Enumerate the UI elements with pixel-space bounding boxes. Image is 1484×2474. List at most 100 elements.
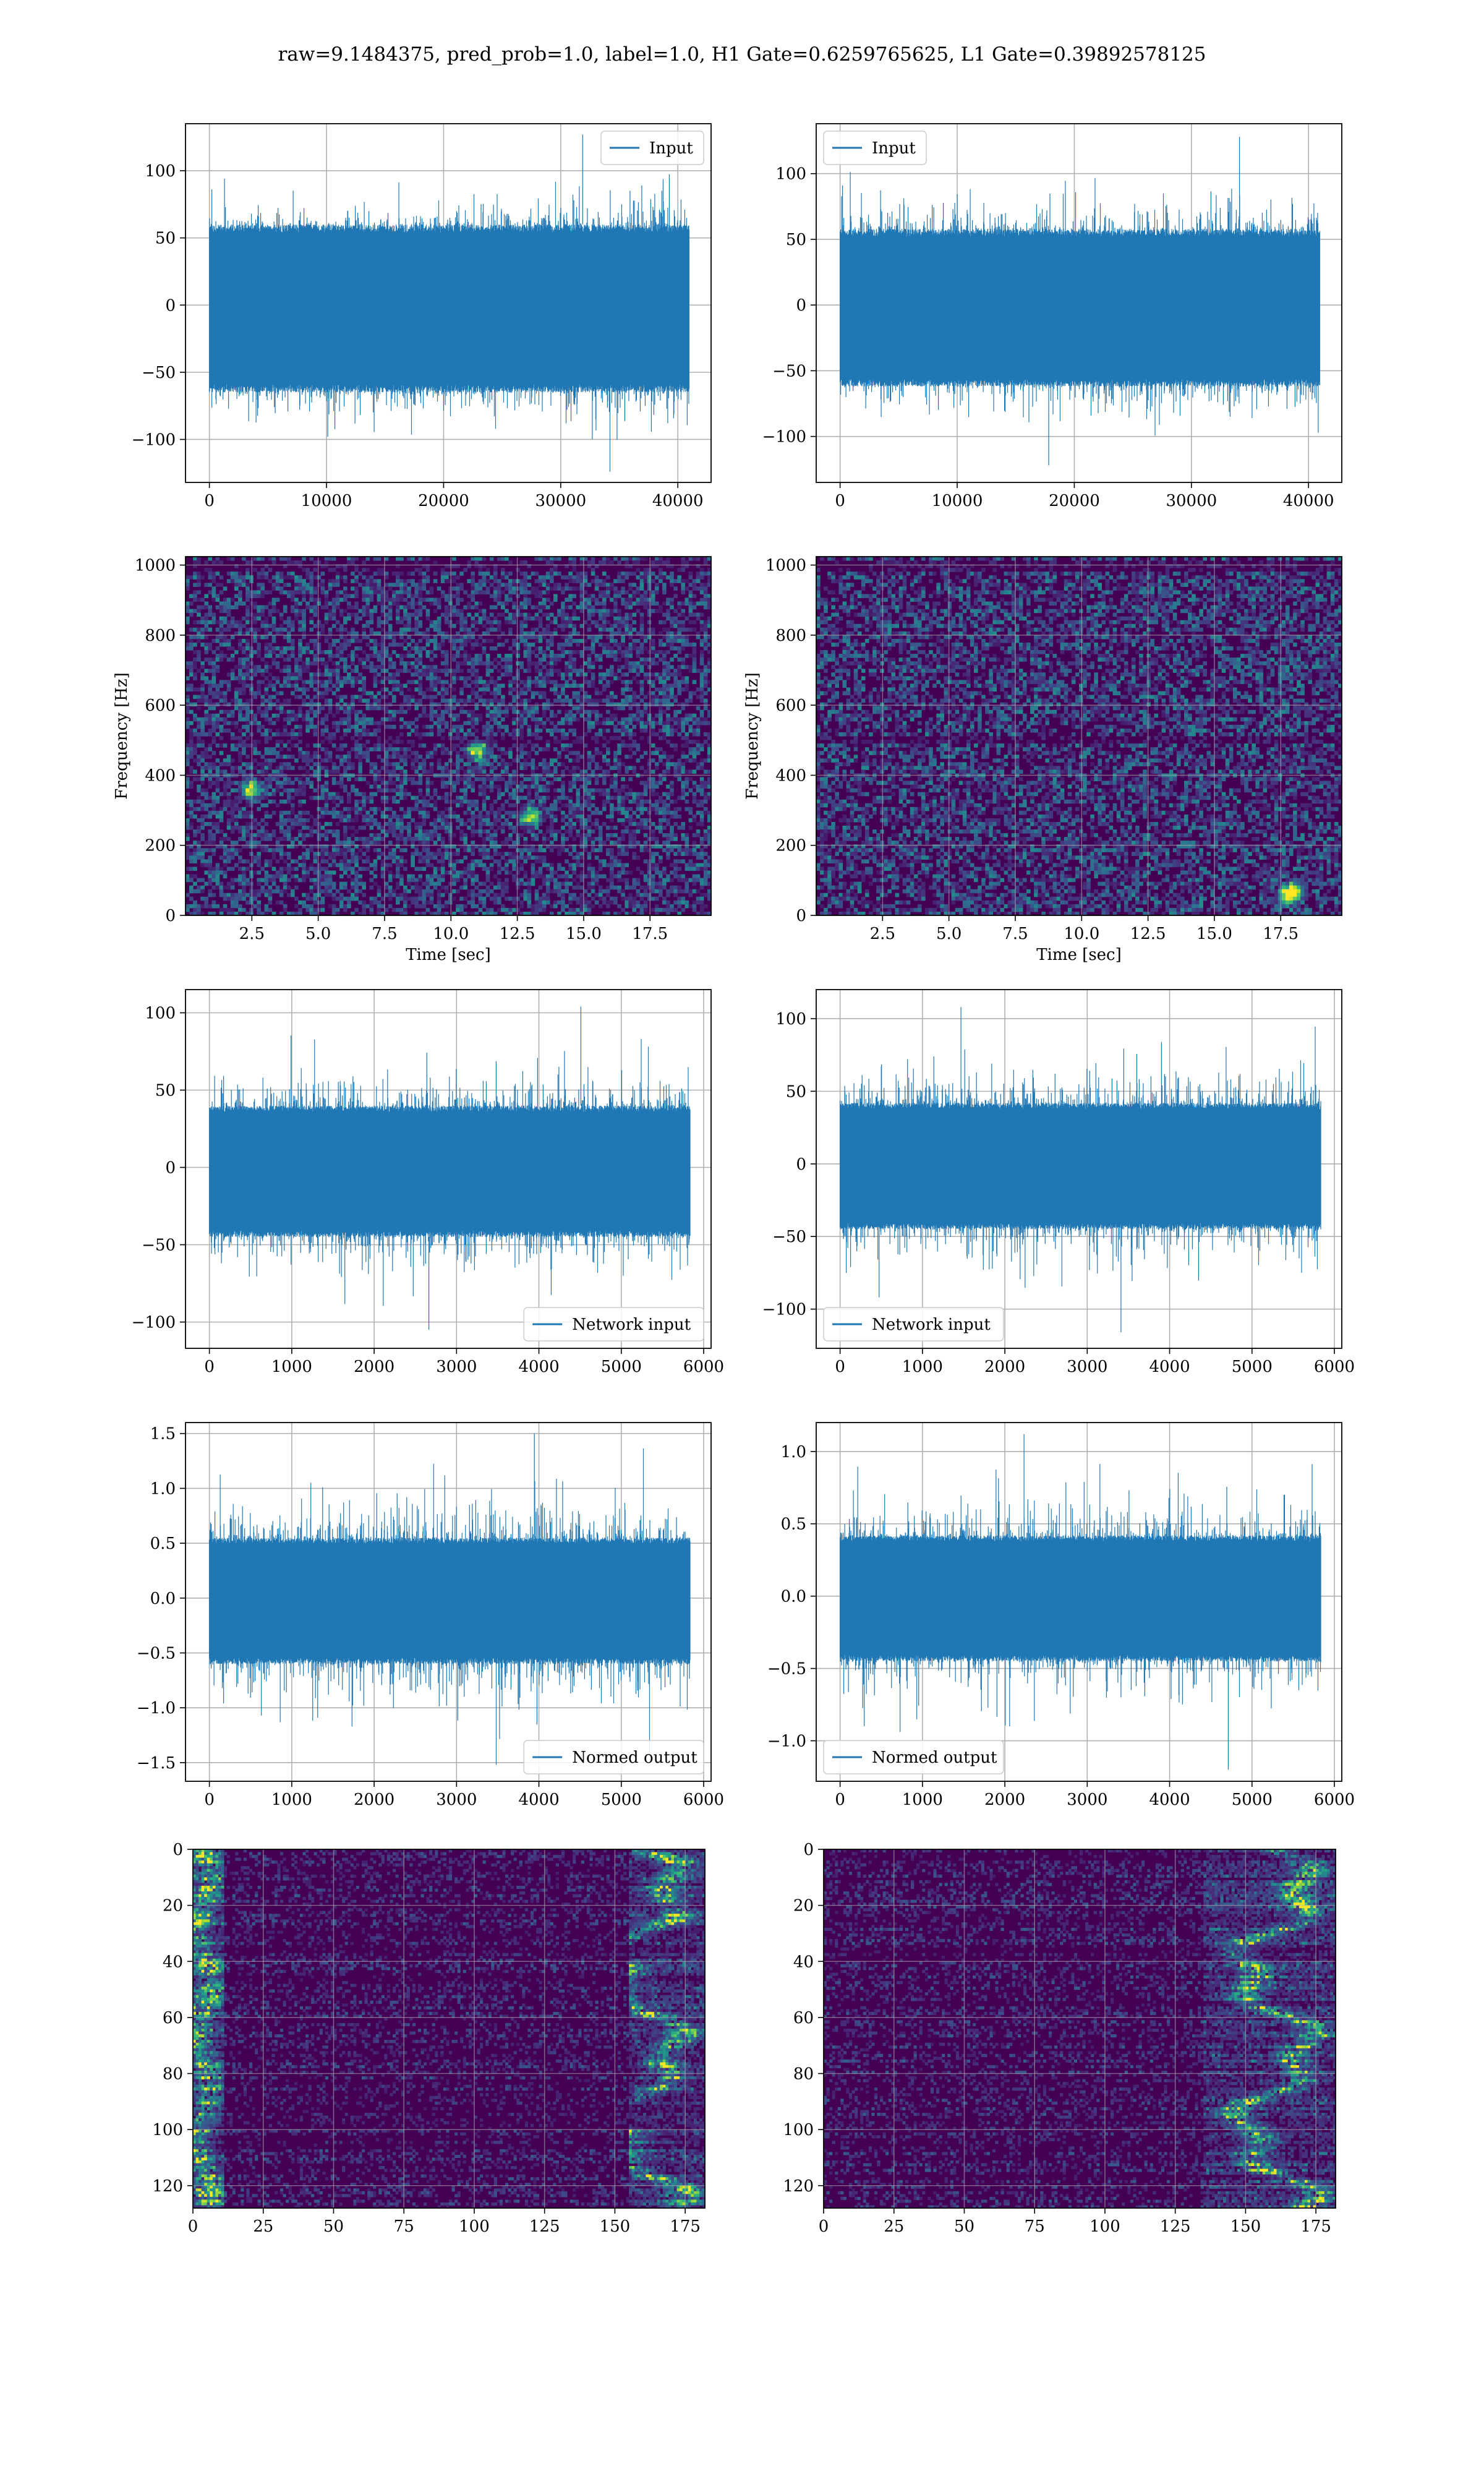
axes-frame: [816, 1422, 1342, 1782]
legend-label: Input: [872, 139, 916, 158]
y-tick-label: 50: [155, 1082, 176, 1100]
axes-frame: [816, 123, 1342, 483]
y-tick-label: −0.5: [137, 1644, 176, 1663]
series-line: [840, 1007, 1321, 1333]
x-tick-label: 6000: [1314, 1358, 1355, 1376]
x-tick-label: 2000: [354, 1358, 394, 1376]
chart-h1-input: 0 10000 20000 30000 40000 −100 −50 0 50 100 Input: [132, 123, 712, 510]
x-tick-label: 75: [394, 2217, 414, 2236]
y-tick-label: 100: [775, 165, 806, 184]
y-tick-label: −1.0: [137, 1699, 176, 1718]
legend: Normed output: [823, 1740, 1004, 1774]
x-tick-label: 50: [954, 2217, 974, 2236]
axes-frame: [185, 1422, 712, 1782]
x-tick-label: 3000: [436, 1358, 477, 1376]
x-tick-label: 6000: [1314, 1791, 1355, 1809]
x-tick-label: 100: [459, 2217, 490, 2236]
x-tick-label: 3000: [436, 1791, 477, 1809]
x-tick-label: 0: [835, 1791, 845, 1809]
y-tick-label: 1000: [765, 557, 806, 575]
x-tick-label: 4000: [1149, 1791, 1190, 1809]
x-tick-label: 150: [1230, 2217, 1261, 2236]
y-tick-label: 800: [775, 627, 806, 645]
chart-h1-spectrogram: 2.5 5.0 7.5 10.0 12.5 15.0 17.5 0 200 400 600 800 10…: [113, 556, 712, 964]
y-tick-label: 0: [173, 1841, 183, 1859]
y-tick-label: 1.0: [150, 1479, 176, 1498]
y-axis-label: Frequency [Hz]: [743, 672, 762, 800]
y-tick-label: 100: [775, 1010, 806, 1029]
x-tick-label: 150: [600, 2217, 631, 2236]
x-tick-label: 5.0: [936, 925, 962, 943]
x-axis-label: Time [sec]: [1036, 946, 1122, 964]
y-tick-label: 0: [803, 1841, 814, 1859]
chart-l1-normed-output: 0 1000 2000 3000 4000 5000 6000 −1.0 −0.5 0.0 0.5 1…: [767, 1422, 1355, 1809]
chart-h1-network-input: 0 1000 2000 3000 4000 5000 6000 −100 −50 0 50 100 Ne…: [132, 989, 724, 1376]
legend: Network input: [823, 1307, 1004, 1342]
x-tick-label: 7.5: [372, 925, 397, 943]
heatmap-cells: [193, 1849, 706, 2209]
x-tick-label: 12.5: [500, 925, 535, 943]
legend-label: Network input: [872, 1316, 991, 1334]
legend: Input: [600, 131, 704, 165]
x-tick-label: 30000: [535, 492, 586, 510]
axes-frame: [816, 556, 1342, 916]
x-tick-label: 0: [204, 1358, 215, 1376]
x-tick-label: 0: [204, 492, 215, 510]
y-tick-label: 200: [775, 837, 806, 855]
y-tick-label: 0: [796, 1155, 806, 1174]
x-tick-label: 5000: [1232, 1791, 1273, 1809]
y-tick-label: 0: [165, 296, 176, 315]
y-tick-label: 0: [165, 1159, 176, 1178]
y-tick-label: 40: [163, 1953, 183, 1971]
x-tick-label: 175: [670, 2217, 701, 2236]
legend-label: Normed output: [872, 1748, 997, 1767]
x-tick-label: 2000: [984, 1358, 1025, 1376]
x-tick-label: 2000: [984, 1791, 1025, 1809]
series-line: [840, 137, 1320, 466]
y-tick-label: 0.5: [150, 1534, 176, 1553]
x-tick-label: 2.5: [239, 925, 265, 943]
x-tick-label: 0: [835, 492, 845, 510]
y-tick-label: −100: [762, 428, 806, 447]
y-tick-label: 400: [145, 766, 176, 785]
y-tick-label: 20: [793, 1897, 814, 1915]
x-tick-label: 1000: [271, 1358, 312, 1376]
axes-frame: [823, 1849, 1336, 2209]
y-tick-label: −1.0: [767, 1732, 806, 1751]
series-line: [209, 134, 689, 472]
axes-frame: [185, 123, 712, 483]
x-tick-label: 7.5: [1002, 925, 1028, 943]
x-tick-label: 50: [323, 2217, 344, 2236]
x-tick-label: 1000: [271, 1791, 312, 1809]
y-tick-label: −100: [762, 1301, 806, 1319]
x-tick-label: 3000: [1067, 1791, 1107, 1809]
x-tick-label: 10000: [932, 492, 983, 510]
x-tick-label: 175: [1300, 2217, 1331, 2236]
y-tick-label: 20: [163, 1897, 183, 1915]
y-tick-label: 100: [145, 1004, 176, 1023]
chart-l1-network-input: 0 1000 2000 3000 4000 5000 6000 −100 −50 0 50 100 Ne…: [762, 989, 1355, 1376]
x-tick-label: 1000: [902, 1791, 943, 1809]
y-tick-label: 100: [783, 2121, 814, 2139]
x-tick-label: 5000: [601, 1791, 642, 1809]
y-tick-label: −50: [772, 362, 806, 380]
x-tick-label: 0: [204, 1791, 215, 1809]
y-tick-label: 50: [786, 231, 806, 249]
x-tick-label: 5000: [1232, 1358, 1273, 1376]
y-tick-label: −50: [142, 364, 176, 382]
y-tick-label: 80: [793, 2065, 814, 2084]
x-tick-label: 1000: [902, 1358, 943, 1376]
legend-label: Normed output: [572, 1748, 697, 1767]
y-tick-label: −50: [772, 1228, 806, 1246]
y-tick-label: 50: [786, 1082, 806, 1101]
y-tick-label: −0.5: [767, 1660, 806, 1679]
x-tick-label: 4000: [518, 1358, 559, 1376]
x-tick-label: 4000: [1149, 1358, 1190, 1376]
x-tick-label: 30000: [1166, 492, 1217, 510]
x-tick-label: 20000: [418, 492, 469, 510]
x-tick-label: 125: [1160, 2217, 1191, 2236]
x-tick-label: 10.0: [433, 925, 469, 943]
x-tick-label: 3000: [1067, 1358, 1107, 1376]
y-tick-label: 60: [793, 2009, 814, 2027]
